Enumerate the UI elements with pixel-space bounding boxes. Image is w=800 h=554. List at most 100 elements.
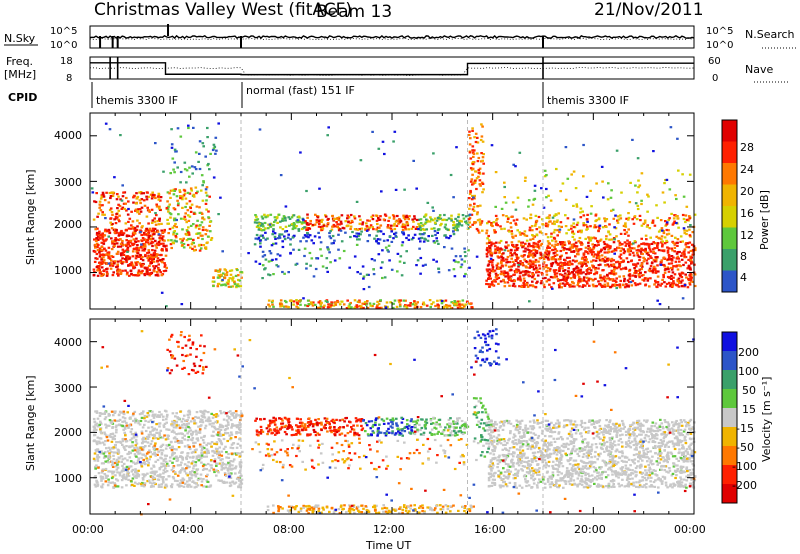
power-cell xyxy=(350,219,354,222)
power-cell xyxy=(194,226,198,229)
velocity-cell xyxy=(198,428,202,431)
power-cell xyxy=(545,269,549,272)
power-cell xyxy=(155,254,159,257)
velocity-cell xyxy=(213,442,216,445)
velocity-cell xyxy=(185,456,188,459)
velocity-cell xyxy=(149,410,152,413)
power-cell xyxy=(382,218,386,221)
power-cell xyxy=(668,217,671,220)
velocity-cell xyxy=(188,472,192,475)
power-cell xyxy=(670,234,674,237)
velocity-cell xyxy=(217,456,220,459)
velocity-cell xyxy=(129,460,133,463)
power-cell xyxy=(149,193,153,196)
power-cell xyxy=(560,286,563,289)
power-cell xyxy=(651,219,655,222)
velocity-cell xyxy=(107,470,110,473)
power-cell xyxy=(263,221,267,225)
power-cell xyxy=(539,230,542,233)
power-cell xyxy=(139,246,143,249)
velocity-cell xyxy=(165,421,168,424)
power-cell xyxy=(485,242,489,245)
power-cell xyxy=(119,198,122,201)
power-cell xyxy=(363,301,367,304)
power-cell xyxy=(326,134,329,137)
power-cell xyxy=(637,274,641,277)
power-cell xyxy=(574,255,577,258)
power-cell xyxy=(383,276,387,279)
power-cell xyxy=(111,274,115,277)
velocity-cell xyxy=(171,420,174,423)
power-cell xyxy=(497,247,500,250)
power-cell xyxy=(628,281,631,284)
power-cell xyxy=(208,195,211,198)
power-cell xyxy=(645,243,649,246)
velocity-cell xyxy=(134,417,137,420)
power-cell xyxy=(194,168,198,171)
power-cell xyxy=(572,269,576,272)
power-cell xyxy=(284,305,288,308)
power-cell xyxy=(541,277,545,280)
power-cell xyxy=(642,279,646,282)
power-cell xyxy=(324,300,328,303)
velocity-cell xyxy=(170,430,174,433)
power-cell xyxy=(585,264,588,267)
power-cell xyxy=(471,149,474,152)
velocity-cell xyxy=(195,469,198,472)
velocity-cell xyxy=(189,429,193,432)
power-cell xyxy=(128,257,131,260)
power-cell xyxy=(185,202,189,205)
power-cell xyxy=(494,171,498,174)
power-cell xyxy=(553,245,556,249)
power-cell xyxy=(644,250,647,253)
power-cell xyxy=(426,239,430,242)
power-cell xyxy=(267,227,270,230)
velocity-cell xyxy=(175,420,179,423)
velocity-cell xyxy=(163,486,167,489)
power-cell xyxy=(657,230,661,233)
power-cell xyxy=(546,225,549,228)
power-cell xyxy=(619,217,623,220)
power-cell xyxy=(595,182,598,185)
power-cell xyxy=(138,191,141,194)
velocity-cell xyxy=(100,471,104,474)
power-cell xyxy=(500,259,504,262)
power-cell xyxy=(613,268,616,271)
power-cell xyxy=(531,274,535,278)
power-cell xyxy=(327,217,330,221)
power-cell xyxy=(519,271,523,274)
velocity-cell xyxy=(200,452,203,455)
velocity-cell xyxy=(180,420,184,423)
power-cell xyxy=(261,264,265,267)
power-cell xyxy=(486,237,489,240)
power-cell xyxy=(207,162,210,166)
power-cell xyxy=(444,304,448,307)
power-cell xyxy=(668,188,672,191)
velocity-cell xyxy=(172,423,175,426)
power-cell xyxy=(677,285,681,288)
power-cell xyxy=(363,302,366,305)
power-cell xyxy=(200,211,203,214)
power-cell xyxy=(470,198,474,201)
power-cell xyxy=(546,236,550,239)
velocity-cell xyxy=(227,462,230,465)
power-cell xyxy=(320,220,323,223)
power-cell xyxy=(488,249,492,252)
power-cell xyxy=(96,227,99,230)
power-cell xyxy=(169,172,172,175)
velocity-cell xyxy=(218,430,221,433)
velocity-cell xyxy=(202,478,205,481)
power-cell xyxy=(254,214,257,217)
power-cell xyxy=(445,236,448,239)
power-cell xyxy=(693,284,697,288)
power-cell xyxy=(495,267,499,270)
power-cell xyxy=(553,276,556,279)
power-cell xyxy=(422,240,426,243)
velocity-cell xyxy=(118,418,122,421)
power-cell xyxy=(271,258,274,261)
power-cell xyxy=(586,252,590,255)
velocity-cell xyxy=(114,462,117,465)
velocity-cell xyxy=(105,447,108,450)
power-cell xyxy=(551,276,555,279)
velocity-cell xyxy=(210,445,213,448)
